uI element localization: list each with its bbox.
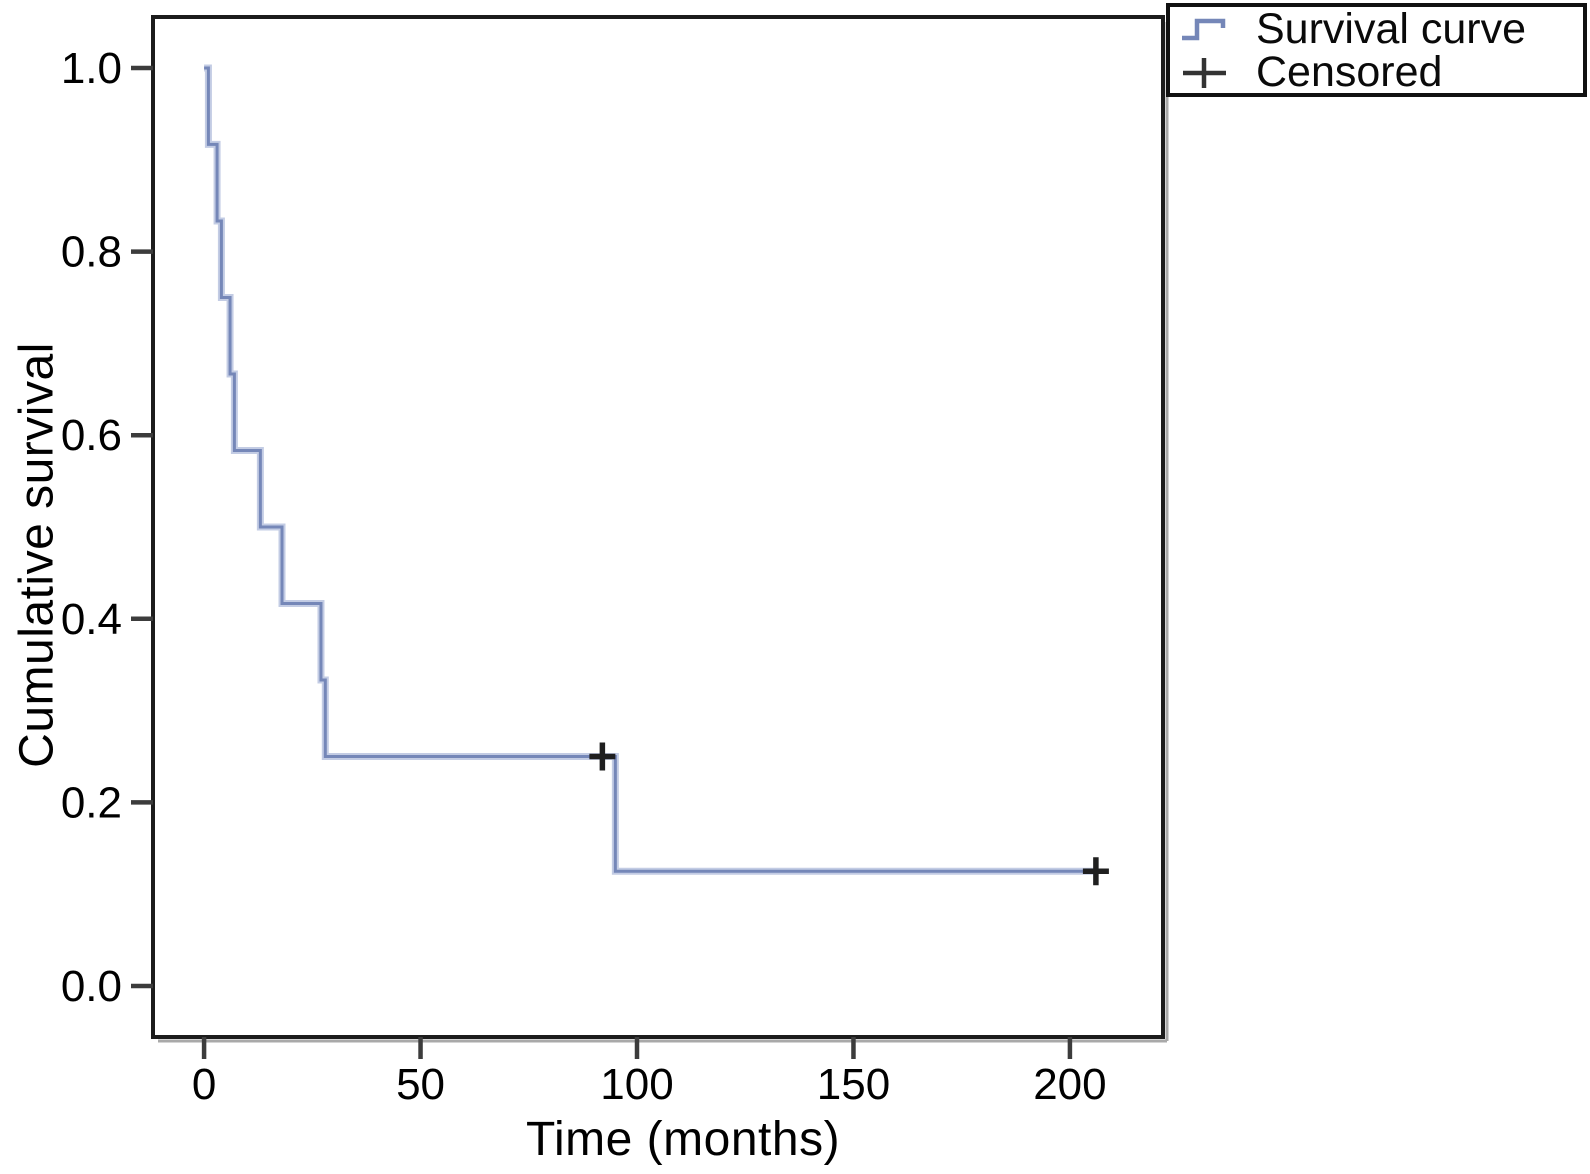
legend: Survival curve Censored (1166, 3, 1587, 97)
y-tick-label: 0.6 (61, 411, 122, 460)
survival-curve-halo (204, 64, 1096, 875)
legend-item-survival-curve: Survival curve (1180, 8, 1583, 51)
x-tick-label: 100 (600, 1060, 673, 1109)
survival-curve (204, 66, 1096, 873)
y-tick-label: 0.4 (61, 595, 122, 644)
censored-mark (1082, 857, 1109, 886)
y-axis-title: Cumulative survival (10, 342, 64, 768)
x-tick-label: 0 (192, 1060, 216, 1109)
x-tick-label: 50 (396, 1060, 445, 1109)
legend-label-censored: Censored (1256, 48, 1443, 96)
plus-icon (1183, 57, 1226, 88)
legend-item-censored: Censored (1180, 51, 1583, 94)
step-line-icon (1182, 18, 1226, 40)
x-tick-label: 200 (1033, 1060, 1106, 1109)
y-tick-label: 0.0 (61, 962, 122, 1011)
legend-label-survival-curve: Survival curve (1256, 5, 1527, 53)
y-tick-label: 1.0 (61, 44, 122, 93)
x-axis-title: Time (months) (525, 1113, 841, 1166)
plot-frame (151, 15, 1165, 1039)
y-tick-label: 0.8 (61, 228, 122, 277)
censored-mark (589, 742, 616, 771)
x-tick-label: 150 (817, 1060, 890, 1109)
y-tick-label: 0.2 (61, 778, 122, 827)
